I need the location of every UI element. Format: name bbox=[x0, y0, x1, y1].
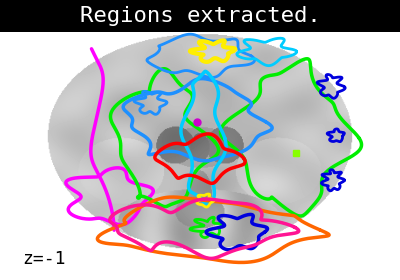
Bar bbox=[0, 0, 400, 32]
Text: Regions extracted.: Regions extracted. bbox=[80, 6, 320, 26]
Text: z=-1: z=-1 bbox=[22, 250, 66, 268]
